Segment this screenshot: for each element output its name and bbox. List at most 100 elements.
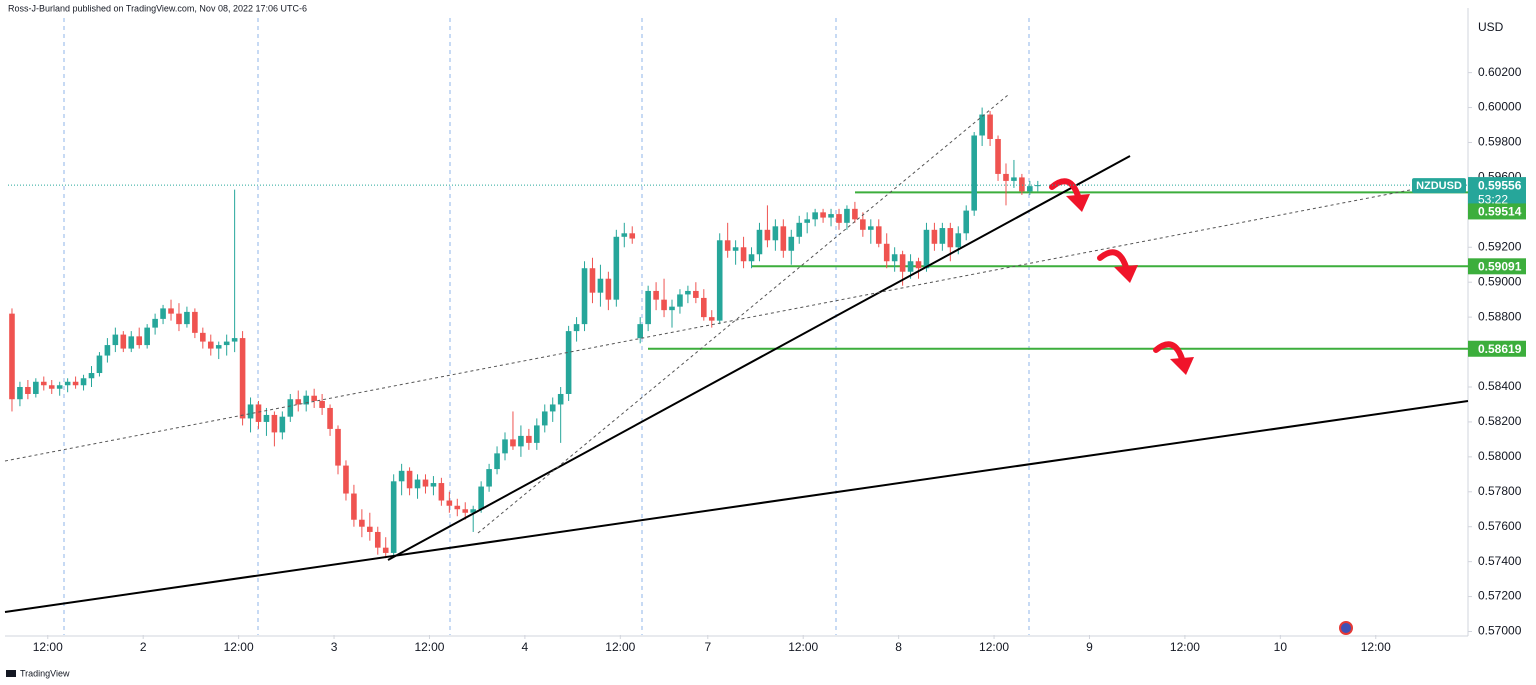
- candle-body: [64, 381, 71, 386]
- candle-body: [581, 268, 588, 325]
- y-tick-label: 0.58800: [1478, 309, 1522, 323]
- candle-body: [947, 228, 954, 248]
- candle-body: [494, 453, 500, 470]
- candle-body: [112, 334, 119, 346]
- candle-body: [756, 229, 763, 255]
- y-tick-label: 0.57800: [1478, 484, 1522, 498]
- candle-body: [160, 308, 166, 319]
- x-tick-label: 12:00: [414, 640, 444, 654]
- footer: TradingView: [20, 668, 70, 678]
- candle-body: [796, 222, 803, 237]
- candle-body: [637, 324, 643, 339]
- candle-body: [168, 308, 174, 314]
- candle-body: [724, 240, 731, 251]
- candle-body: [860, 219, 866, 230]
- x-tick-label: 10: [1274, 640, 1288, 654]
- candle-body: [534, 425, 540, 443]
- candle-body: [136, 336, 143, 346]
- candle-body: [430, 483, 437, 487]
- candle-body: [820, 212, 826, 218]
- candle-body: [128, 336, 135, 349]
- candle-body: [510, 439, 516, 447]
- candle-body: [263, 414, 270, 422]
- candle-body: [526, 435, 532, 443]
- candle-body: [780, 226, 787, 251]
- candle-body: [565, 331, 572, 394]
- y-tick-label: 0.57000: [1478, 624, 1522, 638]
- candle-body: [701, 297, 707, 318]
- candle-body: [923, 229, 930, 269]
- x-tick-label: 4: [522, 640, 529, 654]
- candle-body: [279, 416, 286, 433]
- x-tick-label: 7: [704, 640, 711, 654]
- candle-body: [96, 355, 103, 374]
- currency: USD: [1478, 20, 1504, 34]
- candle-body: [446, 500, 453, 506]
- candle-body: [891, 254, 898, 262]
- candle-body: [939, 228, 946, 244]
- y-tick-label: 0.59000: [1478, 274, 1522, 288]
- candle-body: [88, 373, 95, 379]
- symbol-tag: [1412, 178, 1466, 194]
- candle-body: [653, 290, 659, 300]
- candle-body: [502, 439, 508, 454]
- candle-body: [518, 435, 524, 447]
- candle-body: [605, 278, 612, 300]
- candle-body: [192, 311, 198, 333]
- y-tick-label: 0.57400: [1478, 554, 1522, 568]
- candle-body: [812, 212, 818, 220]
- candle-body: [645, 290, 651, 325]
- candle-body: [80, 378, 87, 386]
- event-flag[interactable]: [1339, 621, 1353, 635]
- candle-body: [311, 395, 317, 401]
- symbol-label: NZDUSD: [1416, 180, 1462, 192]
- candle-body: [422, 479, 429, 487]
- x-tick-label: 3: [331, 640, 338, 654]
- x-tick-label: 9: [1086, 640, 1093, 654]
- level-label: 0.58619: [1478, 342, 1522, 356]
- candle-body: [398, 470, 405, 482]
- y-tick-label: 0.59800: [1478, 135, 1522, 149]
- candle-body: [661, 299, 667, 311]
- candle-body: [748, 254, 755, 262]
- candle-body: [382, 547, 389, 553]
- candle-body: [621, 233, 628, 237]
- candle-body: [207, 341, 214, 349]
- candle-body: [247, 404, 254, 419]
- x-tick-label: 12:00: [33, 640, 63, 654]
- x-tick-label: 12:00: [224, 640, 254, 654]
- candle-body: [1019, 177, 1025, 192]
- candle-body: [828, 214, 834, 218]
- candle-body: [438, 483, 445, 501]
- header: Ross-J-Burland published on TradingView.…: [8, 3, 307, 13]
- candle-body: [899, 254, 906, 272]
- candle-body: [867, 226, 874, 230]
- candle-body: [907, 261, 914, 272]
- session-breaks: [63, 18, 1030, 635]
- arrows: [1049, 178, 1185, 362]
- candle-body: [184, 311, 190, 325]
- candle-body: [414, 479, 421, 489]
- candle-body: [255, 404, 262, 422]
- candle-body: [335, 428, 341, 466]
- candle-body: [629, 233, 636, 239]
- price-label: 0.59556: [1478, 178, 1522, 192]
- candle-body: [303, 395, 310, 405]
- trendlines: [4, 94, 1469, 613]
- x-tick-label: 12:00: [605, 640, 635, 654]
- candle-body: [931, 229, 938, 244]
- levels: [648, 191, 1468, 350]
- candle-body: [557, 393, 564, 405]
- candle-body: [40, 381, 47, 386]
- candle-body: [852, 208, 858, 220]
- candle-body: [287, 399, 294, 417]
- candle-body: [804, 219, 810, 223]
- candle-body: [33, 381, 39, 394]
- candle-body: [9, 313, 15, 400]
- candle-body: [677, 294, 683, 307]
- candle-body: [732, 247, 739, 251]
- candle-body: [613, 236, 620, 300]
- candle-body: [25, 386, 31, 394]
- candle-body: [915, 261, 922, 269]
- candle-body: [669, 306, 675, 311]
